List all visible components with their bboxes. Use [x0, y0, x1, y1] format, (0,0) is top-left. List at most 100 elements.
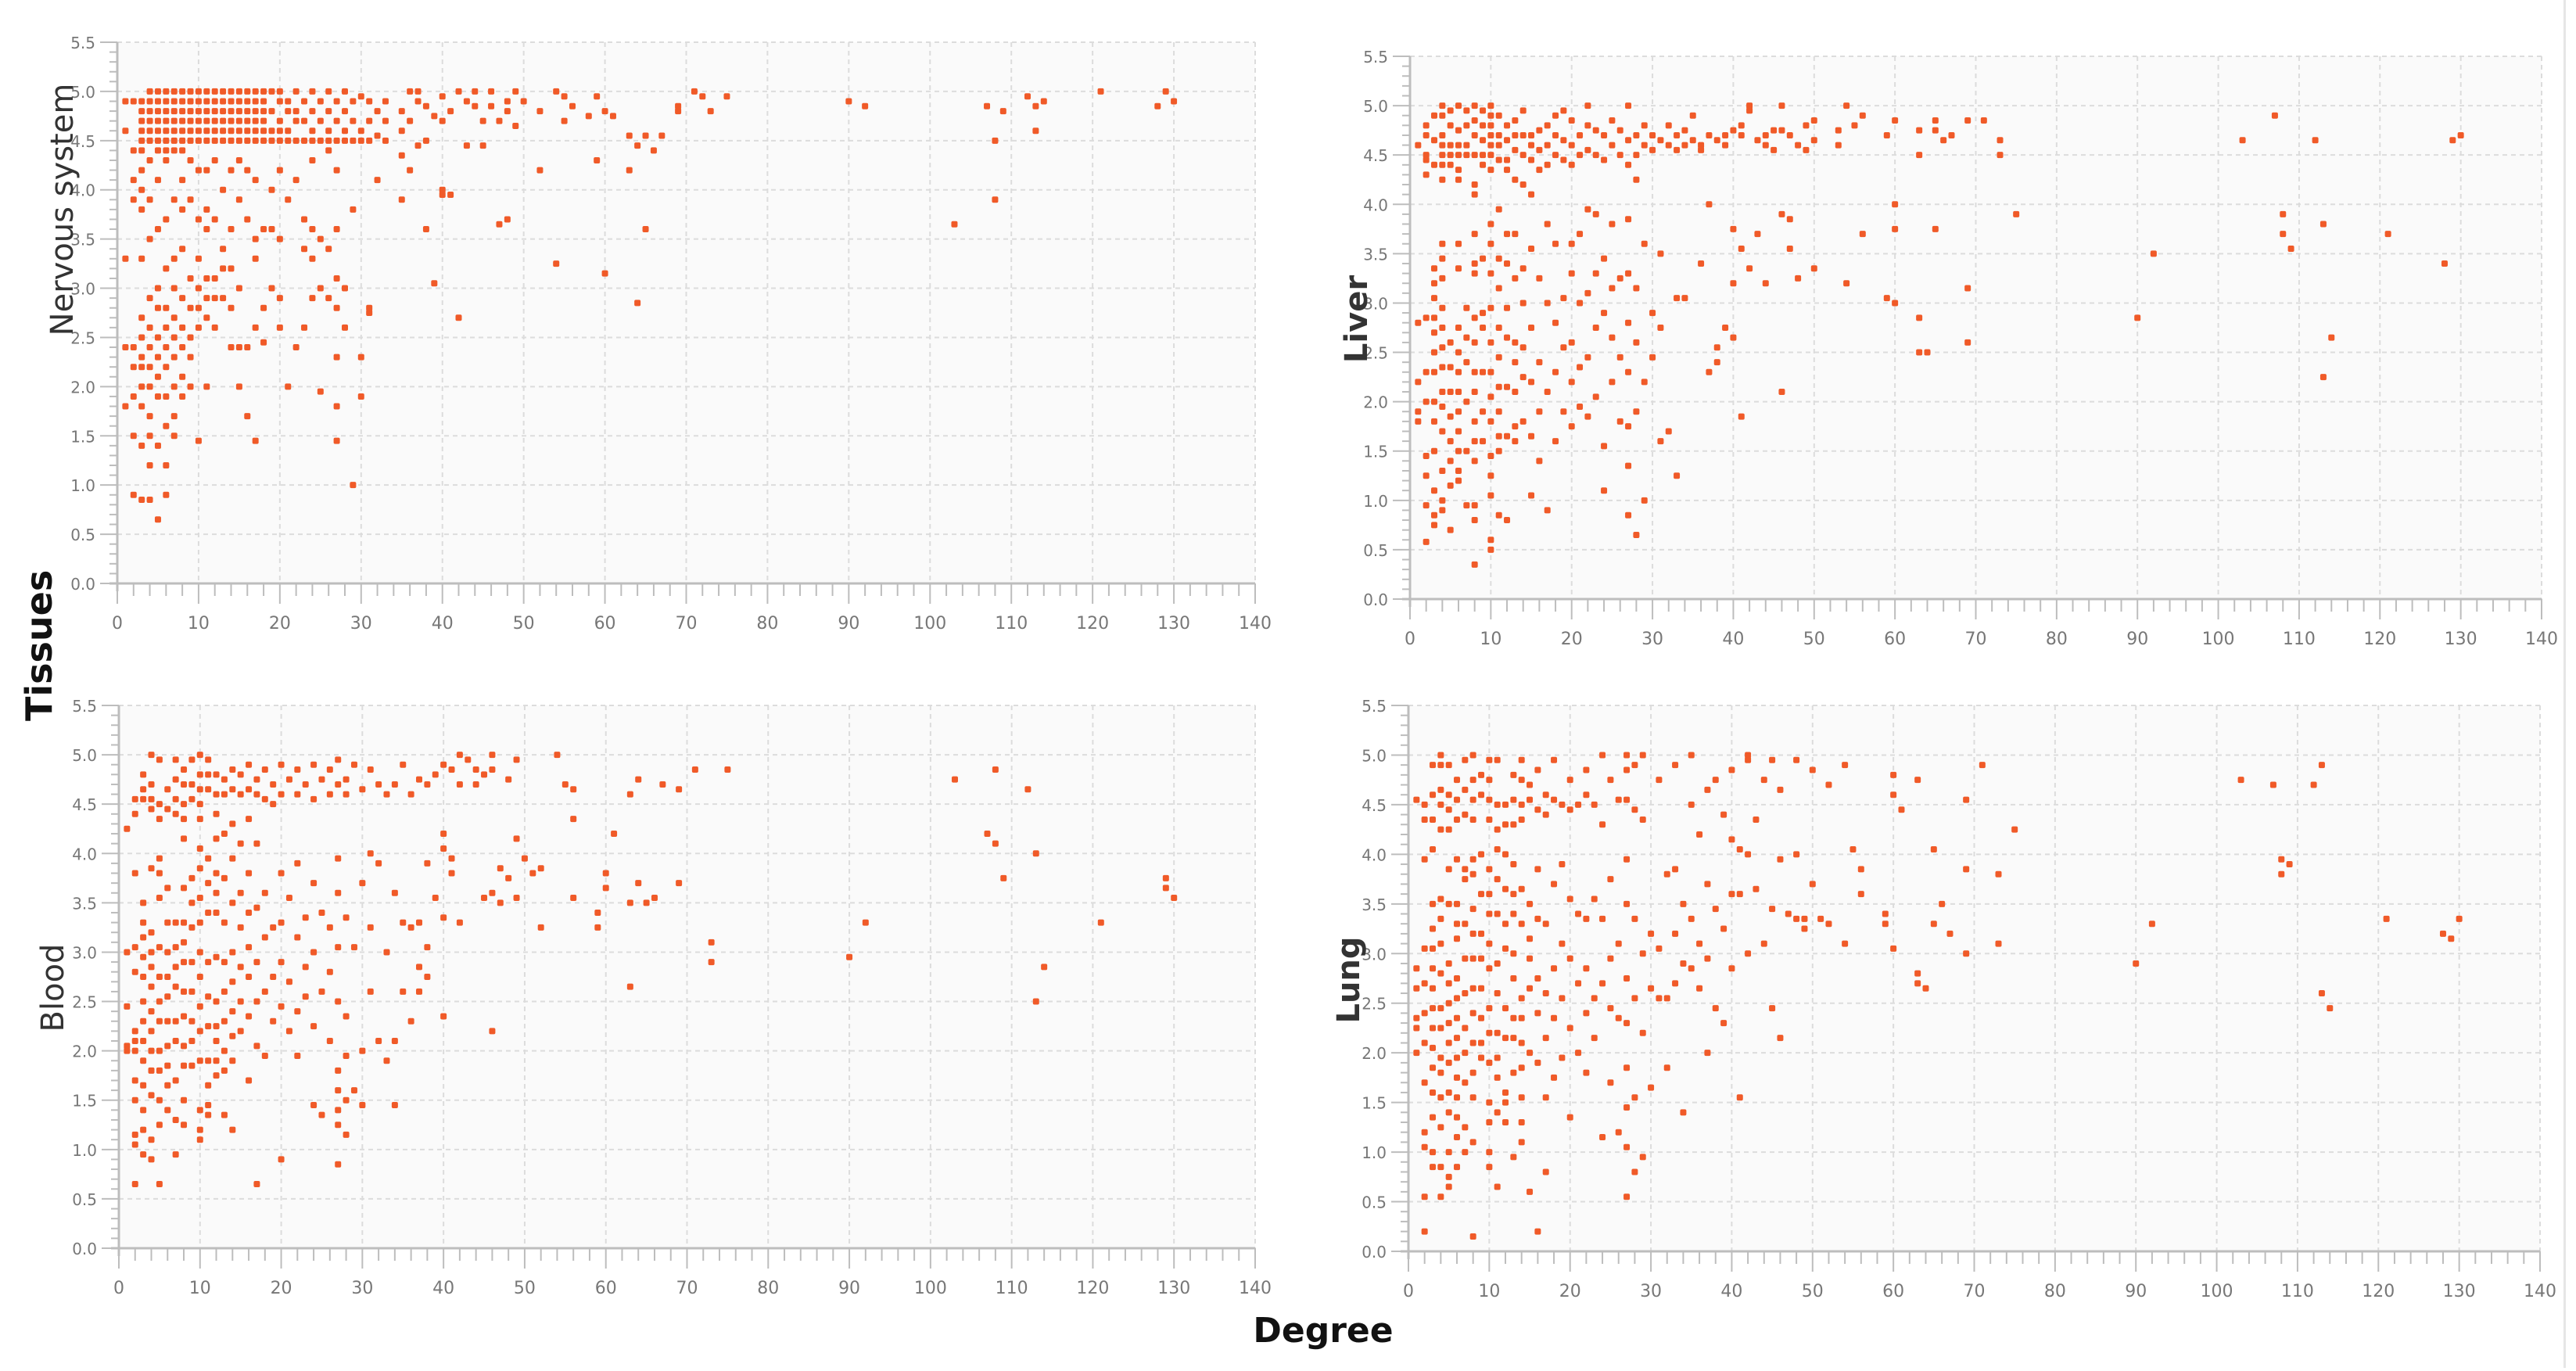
data-point [335, 944, 342, 951]
data-point [1504, 137, 1511, 144]
data-point [1843, 102, 1850, 109]
data-point [335, 889, 342, 896]
data-point [146, 137, 153, 144]
data-point [163, 462, 170, 469]
data-point [1995, 870, 2002, 878]
data-point [148, 1136, 155, 1143]
data-point [261, 795, 268, 802]
data-point [1455, 467, 1462, 474]
data-point [260, 137, 267, 144]
y-tick-label: 1.5 [1363, 443, 1388, 461]
data-point [1616, 354, 1623, 361]
x-tick-label: 40 [432, 614, 454, 633]
data-point [1469, 955, 1476, 962]
data-point [675, 108, 682, 115]
data-point [1437, 1005, 1444, 1012]
data-point [246, 909, 253, 916]
data-point [164, 1082, 171, 1089]
data-point [140, 1038, 147, 1045]
data-point [1536, 167, 1543, 174]
data-point [146, 295, 153, 302]
data-point [181, 766, 188, 773]
data-point [357, 127, 364, 135]
data-point [1486, 965, 1493, 972]
data-point [1423, 538, 1430, 545]
data-point [1534, 866, 1541, 873]
data-point [213, 835, 220, 842]
y-tick-label: 2.0 [1362, 1044, 1387, 1063]
data-point [220, 88, 227, 95]
data-point [253, 959, 260, 966]
data-point [235, 383, 242, 390]
data-point [156, 801, 163, 808]
data-point [1924, 349, 1931, 356]
data-point [472, 102, 479, 109]
data-point [221, 1047, 228, 1054]
data-point [1471, 418, 1478, 425]
data-point [1552, 152, 1559, 159]
data-point [2269, 781, 2276, 788]
data-point [203, 206, 210, 213]
data-point [1964, 339, 1971, 346]
data-point [229, 949, 236, 956]
data-point [1454, 995, 1461, 1002]
data-point [472, 766, 479, 773]
data-point [422, 102, 429, 109]
data-point [1437, 915, 1444, 922]
y-tick-label: 4.0 [1362, 845, 1387, 864]
data-point [1518, 1064, 1525, 1071]
data-point [1810, 117, 1817, 124]
data-point [146, 364, 153, 371]
data-point [1478, 985, 1485, 992]
data-point [156, 1047, 163, 1054]
data-point [278, 1156, 285, 1163]
data-point [383, 791, 390, 798]
data-point [1495, 354, 1502, 361]
data-point [1736, 891, 1743, 898]
data-point [1486, 816, 1493, 823]
data-point [1519, 181, 1527, 188]
data-point [1964, 117, 1971, 124]
data-point [170, 88, 178, 95]
x-tick-label: 40 [432, 1279, 454, 1298]
data-point [1486, 940, 1493, 947]
data-point [220, 108, 227, 115]
data-point [1463, 142, 1470, 149]
data-point [1462, 921, 1469, 928]
data-point [342, 285, 348, 292]
x-tick-label: 30 [350, 614, 372, 633]
data-point [1445, 791, 1452, 799]
data-point [235, 98, 242, 105]
data-point [188, 1017, 196, 1025]
data-point [237, 998, 244, 1005]
x-tick-label: 120 [1076, 614, 1109, 633]
data-point [537, 865, 544, 872]
data-point [131, 1028, 138, 1035]
data-point [122, 403, 129, 410]
data-point [220, 98, 227, 105]
data-point [1641, 497, 1648, 504]
data-point [1713, 137, 1720, 144]
data-point [318, 776, 325, 783]
x-tick-label: 50 [1802, 1282, 1824, 1301]
data-point [465, 756, 472, 763]
data-point [278, 1003, 285, 1010]
data-point [1486, 1005, 1493, 1012]
data-point [1623, 1020, 1631, 1027]
data-point [196, 1136, 203, 1143]
data-point [1439, 364, 1446, 371]
data-point [156, 756, 163, 763]
data-point [1480, 122, 1487, 129]
scatter-panel-liver: 0 10 20 30 40 50 60 70 80 90 100 110 120 130 1400.00.5… [1363, 48, 2558, 649]
data-point [335, 781, 342, 788]
data-point [513, 835, 520, 842]
data-point [261, 889, 268, 896]
data-point [1518, 1039, 1525, 1046]
data-point [691, 88, 698, 95]
data-point [179, 117, 186, 124]
data-point [148, 983, 155, 990]
data-point [285, 383, 292, 390]
data-points [1415, 102, 2464, 568]
data-point [130, 98, 137, 105]
